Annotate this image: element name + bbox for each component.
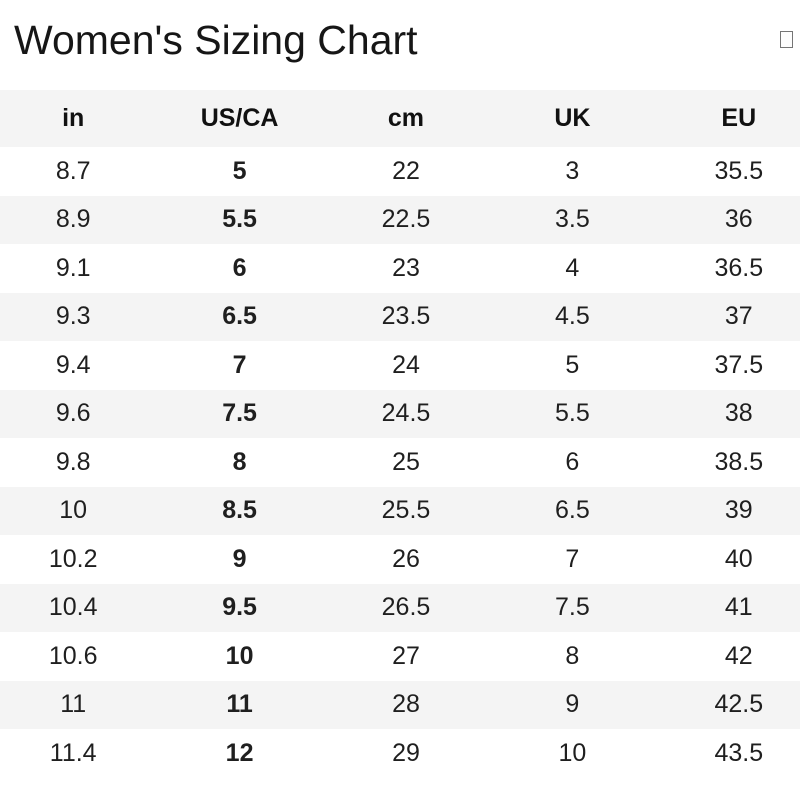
- cell-eu: 37: [724, 302, 753, 331]
- table-row: 9.1 6 23 4 36.5: [0, 244, 800, 293]
- unknown-glyph-icon[interactable]: [780, 31, 793, 48]
- cell-usca: 9: [232, 544, 247, 573]
- cell-eu: 35.5: [714, 156, 764, 185]
- cell-in: 9.3: [55, 302, 91, 331]
- cell-usca: 7: [232, 350, 247, 379]
- cell-cm: 23.5: [381, 302, 431, 331]
- page-header: Women's Sizing Chart: [0, 0, 800, 90]
- cell-usca: 9.5: [222, 593, 257, 622]
- cell-eu: 38.5: [714, 447, 764, 476]
- cell-cm: 26.5: [381, 593, 431, 622]
- cell-uk: 4.5: [554, 302, 590, 331]
- cell-in: 9.1: [55, 253, 91, 282]
- cell-in: 10: [59, 496, 88, 525]
- cell-uk: 6.5: [554, 496, 590, 525]
- cell-usca: 5: [232, 156, 247, 185]
- cell-in: 9.6: [55, 399, 91, 428]
- table-header-row: in US/CA cm UK EU: [0, 90, 800, 147]
- col-header-in: in: [62, 104, 85, 132]
- cell-uk: 9: [565, 690, 580, 719]
- cell-cm: 29: [392, 738, 420, 767]
- cell-uk: 3.5: [554, 205, 590, 234]
- col-header-uk: UK: [554, 104, 591, 132]
- cell-usca: 6.5: [222, 302, 257, 331]
- cell-in: 10.4: [48, 593, 98, 622]
- table-row: 10 8.5 25.5 6.5 39: [0, 486, 800, 535]
- cell-eu: 36: [724, 205, 753, 234]
- table-row: 9.3 6.5 23.5 4.5 37: [0, 292, 800, 341]
- table-row: 10.2 9 26 7 40: [0, 535, 800, 584]
- cell-in: 9.4: [55, 350, 91, 379]
- cell-usca: 12: [225, 738, 254, 767]
- cell-in: 8.7: [55, 156, 91, 185]
- cell-uk: 10: [558, 738, 587, 767]
- cell-cm: 25.5: [381, 496, 431, 525]
- cell-eu: 39: [724, 496, 753, 525]
- cell-uk: 3: [565, 156, 580, 185]
- cell-eu: 38: [724, 399, 753, 428]
- table-row: 9.8 8 25 6 38.5: [0, 438, 800, 487]
- cell-uk: 6: [565, 447, 580, 476]
- cell-in: 9.8: [55, 447, 91, 476]
- cell-usca: 8.5: [222, 496, 257, 525]
- cell-usca: 5.5: [222, 205, 257, 234]
- cell-cm: 28: [392, 690, 420, 719]
- cell-in: 11.4: [49, 738, 97, 767]
- table-row: 10.6 10 27 8 42: [0, 632, 800, 681]
- col-header-usca: US/CA: [200, 104, 279, 132]
- table-row: 9.4 7 24 5 37.5: [0, 341, 800, 390]
- cell-usca: 6: [232, 253, 247, 282]
- cell-cm: 24.5: [381, 399, 431, 428]
- page-title: Women's Sizing Chart: [14, 17, 418, 63]
- col-header-cm: cm: [387, 104, 425, 132]
- cell-eu: 40: [724, 544, 753, 573]
- cell-uk: 5.5: [554, 399, 590, 428]
- cell-cm: 22.5: [381, 205, 431, 234]
- cell-cm: 26: [392, 544, 420, 573]
- cell-uk: 7.5: [554, 593, 590, 622]
- cell-eu: 36.5: [714, 253, 764, 282]
- cell-eu: 42: [724, 641, 753, 670]
- cell-usca: 7.5: [222, 399, 257, 428]
- table-row: 9.6 7.5 24.5 5.5 38: [0, 389, 800, 438]
- cell-usca: 8: [232, 447, 247, 476]
- cell-in: 10.6: [48, 641, 98, 670]
- cell-usca: 11: [226, 690, 253, 719]
- sizing-table: in US/CA cm UK EU 8.7 5 22 3 35.5 8.9 5.…: [0, 90, 800, 778]
- cell-cm: 24: [392, 350, 420, 379]
- cell-in: 8.9: [55, 205, 91, 234]
- cell-uk: 4: [565, 253, 580, 282]
- cell-eu: 37.5: [714, 350, 764, 379]
- cell-usca: 10: [225, 641, 254, 670]
- cell-in: 10.2: [48, 544, 98, 573]
- col-header-eu: EU: [721, 104, 757, 132]
- cell-cm: 25: [392, 447, 420, 476]
- cell-eu: 43.5: [714, 738, 764, 767]
- cell-cm: 27: [392, 641, 420, 670]
- table-row: 10.4 9.5 26.5 7.5 41: [0, 583, 800, 632]
- table-row: 8.7 5 22 3 35.5: [0, 147, 800, 196]
- cell-uk: 8: [565, 641, 580, 670]
- cell-uk: 5: [565, 350, 580, 379]
- table-row: 11.4 12 29 10 43.5: [0, 729, 800, 778]
- table-row: 11 11 28 9 42.5: [0, 680, 800, 729]
- cell-cm: 23: [392, 253, 420, 282]
- cell-eu: 42.5: [714, 690, 764, 719]
- cell-uk: 7: [565, 544, 580, 573]
- cell-cm: 22: [392, 156, 420, 185]
- table-row: 8.9 5.5 22.5 3.5 36: [0, 195, 800, 244]
- cell-in: 11: [60, 690, 87, 719]
- cell-eu: 41: [724, 593, 753, 622]
